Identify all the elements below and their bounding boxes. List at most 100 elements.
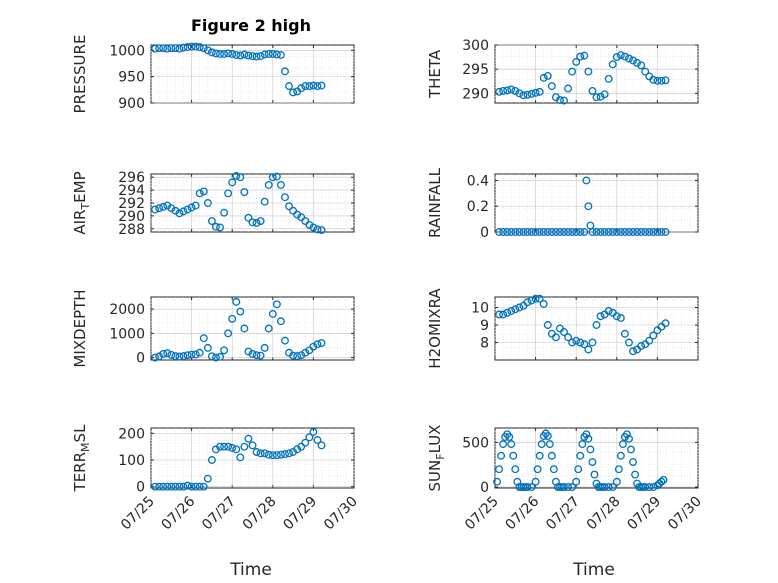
x-tick-label: 07/25	[462, 494, 502, 534]
data-point	[507, 85, 516, 94]
y-tick-label: 290	[462, 86, 489, 102]
data-point	[531, 477, 540, 486]
y-tick-label: 294	[118, 183, 145, 199]
data-point	[531, 228, 540, 236]
data-point	[289, 351, 298, 360]
data-point	[236, 173, 245, 182]
data-point	[179, 207, 188, 216]
data-point	[515, 228, 524, 236]
data-point	[588, 228, 597, 236]
x-tick-label: 07/30	[321, 494, 361, 534]
data-point	[584, 345, 593, 354]
data-point	[604, 483, 613, 492]
data-point	[533, 465, 542, 474]
data-point	[224, 329, 233, 338]
data-point	[212, 49, 220, 58]
data-point	[600, 228, 609, 236]
data-point	[543, 228, 552, 236]
y-tick-label: 8	[480, 336, 489, 352]
data-point	[584, 202, 593, 211]
y-tick-label: 0	[480, 225, 489, 241]
data-point	[531, 88, 540, 97]
figure-title: Figure 2 high	[191, 16, 311, 35]
data-point	[576, 52, 585, 61]
data-point	[171, 482, 180, 491]
data-point	[625, 54, 633, 63]
data-point	[527, 483, 536, 492]
data-point	[179, 482, 188, 491]
data-point	[495, 465, 504, 474]
data-point	[159, 349, 168, 358]
data-point	[313, 225, 322, 234]
data-point	[228, 50, 237, 58]
data-point	[631, 470, 640, 479]
data-point	[578, 440, 587, 449]
data-point	[645, 483, 654, 492]
data-point	[155, 352, 164, 361]
axes-box	[150, 296, 355, 361]
data-point	[523, 298, 532, 307]
data-point	[580, 228, 589, 236]
data-point	[305, 82, 314, 91]
data-point	[203, 46, 212, 55]
data-point	[224, 49, 233, 58]
data-point	[586, 445, 595, 454]
data-point	[281, 67, 289, 76]
data-point	[633, 58, 642, 67]
data-point	[515, 303, 524, 312]
data-point	[256, 449, 265, 458]
data-point	[623, 430, 631, 439]
y-tick-label: 100	[118, 453, 145, 469]
data-point	[155, 204, 164, 213]
data-point	[604, 228, 613, 236]
data-point	[216, 442, 224, 451]
data-point	[551, 333, 560, 342]
data-point	[572, 57, 581, 66]
data-point	[240, 442, 249, 451]
data-point	[207, 217, 216, 225]
data-point	[547, 451, 556, 460]
data-point	[171, 44, 180, 53]
data-point	[493, 477, 501, 486]
data-point	[659, 475, 668, 484]
data-point	[576, 228, 585, 236]
data-point	[612, 53, 621, 62]
data-point	[653, 228, 662, 236]
data-point	[531, 294, 540, 303]
data-point	[281, 193, 289, 202]
data-point	[588, 458, 597, 466]
data-point	[248, 349, 257, 358]
data-point	[637, 228, 646, 236]
data-point	[612, 312, 621, 321]
data-point	[191, 201, 200, 210]
data-point	[195, 482, 204, 491]
data-point	[167, 482, 176, 491]
data-point	[564, 333, 573, 342]
subplot-1: 290 295 300 THETA	[426, 38, 699, 105]
y-axis-label: THETA	[426, 49, 444, 99]
data-point	[264, 450, 273, 459]
data-point	[317, 226, 326, 235]
data-point	[224, 442, 233, 451]
y-tick-label: 0	[480, 480, 489, 496]
data-point	[260, 50, 269, 59]
y-tick-label: 292	[118, 196, 145, 212]
y-tick-label: 900	[118, 96, 145, 112]
data-point	[649, 228, 658, 236]
data-point	[297, 351, 306, 360]
data-point	[645, 228, 654, 236]
data-point	[633, 228, 642, 236]
data-point	[629, 56, 637, 65]
data-point	[305, 220, 314, 229]
x-axis-label-left: Time	[229, 560, 272, 580]
data-point	[199, 334, 208, 343]
data-point	[497, 451, 506, 460]
subplot-7: 0 500 SUNFLUX 07/25 07/26 07/27 07/28 07/29 07/3…	[426, 425, 705, 534]
data-point	[547, 228, 556, 236]
data-point	[171, 206, 180, 215]
data-point	[564, 228, 573, 236]
data-point	[568, 338, 577, 347]
y-axis-label: H2OMIXRA	[426, 288, 444, 369]
data-point	[228, 444, 237, 452]
data-point	[661, 319, 670, 328]
